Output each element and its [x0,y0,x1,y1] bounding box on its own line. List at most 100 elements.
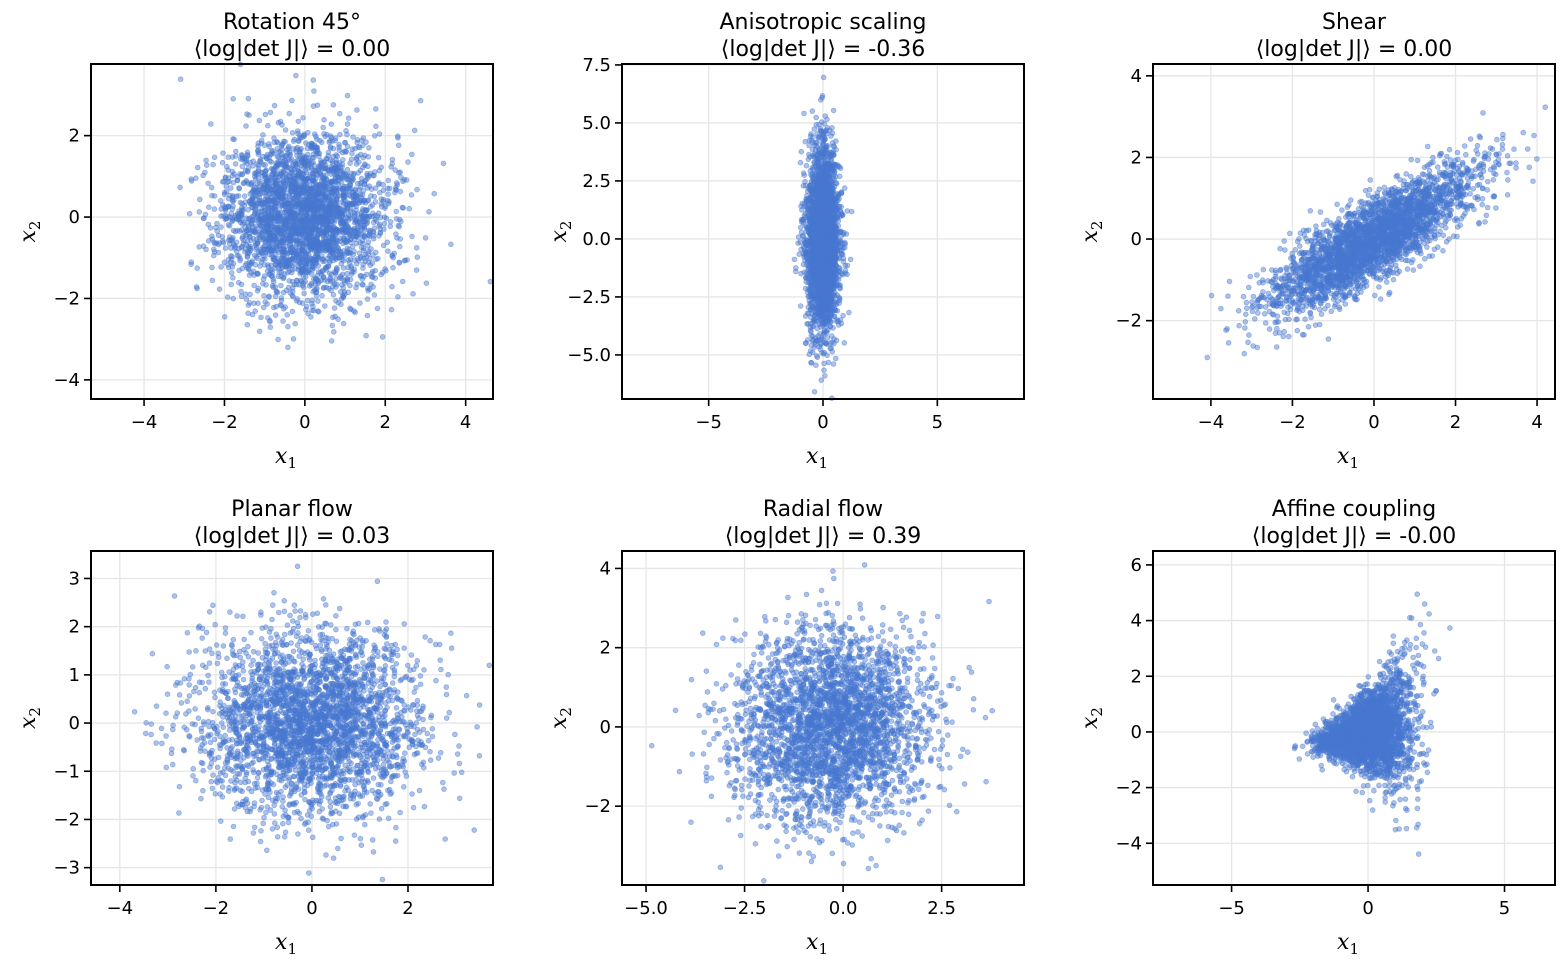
scatter-point [402,257,409,264]
scatter-point [303,212,309,218]
scatter-point [370,233,377,239]
scatter-point [387,219,394,225]
scatter-point [205,221,212,228]
scatter-point [331,198,338,204]
scatter-point [264,151,271,158]
scatter-point [336,131,343,138]
scatter-point [292,247,299,253]
scatter-point [231,171,237,177]
scatter-point [284,207,291,213]
scatter-point [243,157,249,164]
scatter-point [396,260,403,266]
scatter-point [395,142,402,149]
scatter-point [301,196,307,203]
scatter-point [239,265,246,272]
scatter-point [334,244,340,250]
scatter-point [375,255,381,262]
scatter-point [259,170,265,176]
scatter-point [354,107,360,113]
scatter-point [285,323,291,330]
scatter-point [293,72,299,79]
scatter-point [345,175,352,182]
scatter-point [324,184,330,191]
scatter-point [340,192,347,198]
scatter-point [237,257,243,264]
scatter-point [301,177,308,184]
scatter-point [385,191,391,198]
scatter-point [347,305,353,312]
scatter-point [300,284,307,291]
scatter-point [273,239,280,245]
scatter-point [329,235,336,242]
scatter-point [329,189,335,196]
scatter-point [387,223,394,230]
scatter-point [338,301,344,308]
scatter-point [392,184,399,191]
scatter-point [350,134,356,140]
scatter-point [245,310,251,317]
scatter-point [422,235,429,241]
scatter-point [307,186,314,193]
scatter-point [256,328,263,335]
scatter-point [398,174,404,181]
scatter-point [366,213,373,219]
scatter-point [243,241,250,248]
scatter-point [354,281,360,287]
scatter-point [177,76,184,82]
scatter-point [330,328,337,335]
scatter-point [344,143,351,150]
x-axis-label: x1 [275,444,297,472]
scatter-point [202,169,208,176]
x-axis-label-subscript: 1 [287,454,297,472]
scatter-point [298,278,305,285]
scatter-point [372,249,379,256]
scatter-point [377,230,384,236]
scatter-point [395,222,402,229]
scatter-point [306,234,313,241]
scatter-point [339,213,346,219]
scatter-point [275,336,281,343]
scatter-point [221,313,228,320]
subplot-subtitle: ⟨log|det J|⟩ = -0.36 [721,37,925,62]
scatter-point [357,214,364,221]
scatter-point [329,158,336,165]
scatter-point [263,213,269,219]
scatter-point [267,317,273,324]
subplot-subtitle: ⟨log|det J|⟩ = 0.00 [194,37,391,62]
scatter-point [360,233,367,240]
scatter-point [267,324,274,331]
scatter-point [369,260,376,267]
scatter-point [289,130,296,136]
y-axis-label-subscript: 2 [26,221,44,231]
scatter-point [333,297,339,304]
scatter-point [352,309,359,316]
scatter-point [399,204,406,211]
scatter-point [268,217,275,223]
scatter-point [290,336,297,342]
scatter-point [317,137,323,144]
y-tick-label: −2 [53,288,80,309]
y-tick-label: −4 [53,370,80,391]
scatter-point [258,178,265,185]
scatter-point [386,185,393,192]
scatter-point [334,153,341,160]
scatter-point [234,177,241,184]
scatter-point [312,236,319,243]
scatter-point [330,291,337,298]
scatter-point [333,193,339,199]
x-tick-label: 4 [460,412,471,433]
scatter-point [253,223,259,230]
scatter-point [364,312,371,319]
scatter-point [323,194,330,200]
scatter-point [331,171,337,177]
scatter-point [310,103,317,109]
scatter-point [813,142,820,149]
scatter-point [797,224,804,231]
scatter-point [211,206,218,212]
scatter-point [196,209,203,215]
scatter-point [310,154,317,161]
scatter-point [353,161,360,167]
scatter-point [393,231,399,237]
scatter-point [194,285,200,292]
